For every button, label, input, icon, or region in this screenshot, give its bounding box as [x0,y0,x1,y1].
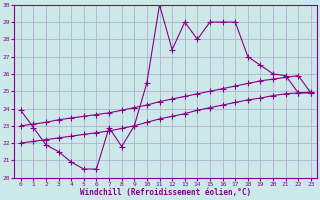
X-axis label: Windchill (Refroidissement éolien,°C): Windchill (Refroidissement éolien,°C) [80,188,252,197]
